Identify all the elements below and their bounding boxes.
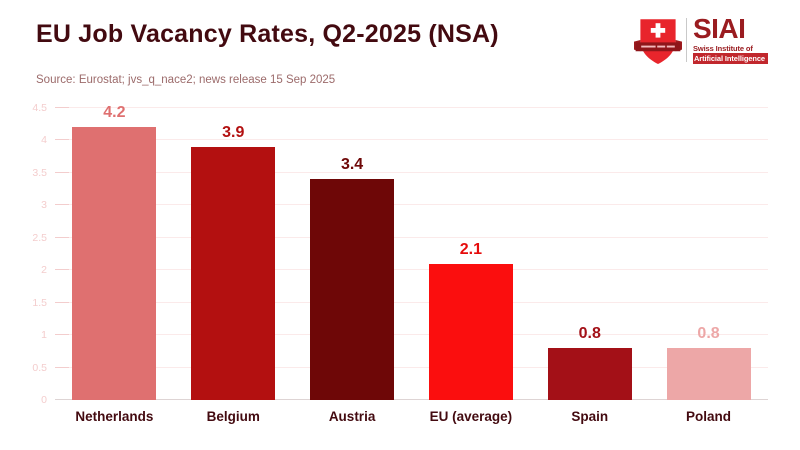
logo-subtitle-line1: Swiss Institute of xyxy=(692,44,753,54)
gridline xyxy=(55,269,768,271)
y-tick-label: 0 xyxy=(41,394,47,406)
gridline xyxy=(55,171,768,173)
y-tick-label: 1 xyxy=(41,329,47,342)
y-tick-label: 4.5 xyxy=(32,102,47,114)
gridline xyxy=(55,366,768,368)
bar-poland xyxy=(666,348,751,400)
value-label-poland: 0.8 xyxy=(697,325,720,343)
y-tick-label: 0.5 xyxy=(32,361,47,374)
bar-slot-belgium: 3.9 xyxy=(174,124,293,400)
bar-slot-netherlands: 4.2 xyxy=(55,104,174,400)
x-label-netherlands: Netherlands xyxy=(75,409,154,424)
y-tickmark xyxy=(55,171,69,173)
y-tick-label: 3 xyxy=(41,199,47,212)
logo-text: SIAI Swiss Institute of Artificial Intel… xyxy=(692,12,768,65)
page-title: EU Job Vacancy Rates, Q2-2025 (NSA) xyxy=(36,20,499,48)
logo-subtitle-line2: Artificial Intelligence xyxy=(692,53,768,65)
y-tick-label: 2 xyxy=(41,264,47,277)
y-tickmark xyxy=(55,334,69,336)
y-tickmark xyxy=(55,107,69,108)
gridline xyxy=(55,301,768,303)
x-label-spain: Spain xyxy=(571,409,609,424)
y-tick-label: 1.5 xyxy=(32,296,47,309)
x-label-austria: Austria xyxy=(328,409,376,424)
y-tickmark xyxy=(55,139,69,141)
gridline xyxy=(55,107,768,108)
swiss-shield-icon xyxy=(633,19,682,64)
siai-logo: SIAI Swiss Institute of Artificial Intel… xyxy=(633,12,768,67)
value-label-eu-average: 2.1 xyxy=(459,240,483,258)
logo-acronym: SIAI xyxy=(692,12,746,44)
y-tickmark xyxy=(55,236,69,238)
gridline xyxy=(55,236,768,238)
bar-slot-eu-average: 2.1 xyxy=(411,241,530,400)
gridline xyxy=(55,334,768,336)
bar-austria xyxy=(310,179,395,400)
bar-slot-poland: 0.8 xyxy=(649,325,768,400)
gridline xyxy=(55,399,768,400)
y-tickmark xyxy=(55,301,69,303)
bar-netherlands xyxy=(72,127,157,400)
y-tickmark xyxy=(55,204,69,206)
y-tick-label: 2.5 xyxy=(32,231,47,244)
x-label-belgium: Belgium xyxy=(206,409,260,424)
value-label-netherlands: 4.2 xyxy=(103,104,126,122)
x-label-poland: Poland xyxy=(686,409,732,424)
plot-area: 4.2 3.9 3.4 2.1 0.8 0.8 0 0.5 1 1.5 2 2.5 3 3.5 4 4.5 xyxy=(32,102,768,406)
gridline xyxy=(55,204,768,206)
bar-spain xyxy=(547,348,632,400)
bar-slot-spain: 0.8 xyxy=(530,325,649,400)
y-tickmark xyxy=(55,269,69,271)
value-label-austria: 3.4 xyxy=(340,156,364,174)
bar-slot-austria: 3.4 xyxy=(293,156,412,400)
source-note: Source: Eurostat; jvs_q_nace2; news rele… xyxy=(36,74,336,86)
value-label-spain: 0.8 xyxy=(578,325,601,343)
y-tick-label: 4 xyxy=(41,134,47,147)
bar-eu-average xyxy=(428,263,513,400)
gridline xyxy=(55,139,768,141)
bars: 4.2 3.9 3.4 2.1 0.8 0.8 xyxy=(55,104,768,400)
x-axis: Netherlands Belgium Austria EU (average) Spa… xyxy=(55,409,768,424)
bar-belgium xyxy=(191,146,276,400)
logo-divider xyxy=(685,18,687,62)
value-label-belgium: 3.9 xyxy=(222,123,245,141)
x-label-eu-average: EU (average) xyxy=(429,409,513,424)
y-tick-label: 3.5 xyxy=(32,166,47,179)
y-tickmark xyxy=(55,366,69,368)
